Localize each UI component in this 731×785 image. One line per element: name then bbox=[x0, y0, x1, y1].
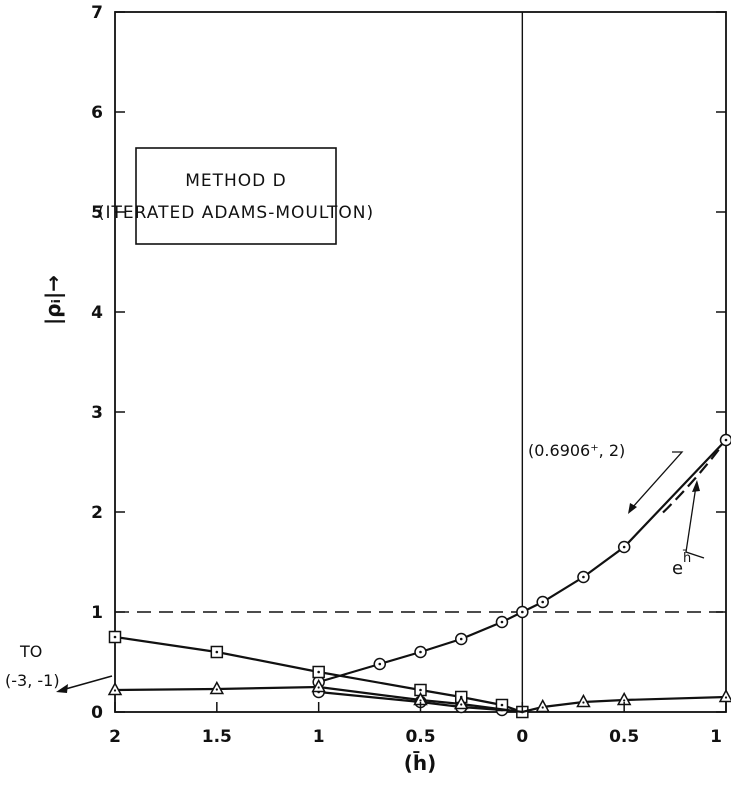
arrow-text-line2: (-3, -1) bbox=[5, 671, 60, 690]
reference-lines bbox=[115, 12, 726, 712]
x-tick-label-left-1.5: 1.5 bbox=[202, 727, 232, 747]
x-tick-label-left-2: 2 bbox=[109, 727, 121, 747]
series-4-point-4-dot bbox=[419, 699, 422, 702]
x-axis-label: (h̄) bbox=[404, 751, 437, 775]
series-4-point-1 bbox=[107, 681, 123, 696]
series-3-point-3-dot bbox=[317, 670, 320, 674]
y-tick-label-6: 6 bbox=[91, 103, 103, 123]
series-2-point-4 bbox=[454, 632, 468, 646]
arrow-text-line1: TO bbox=[19, 642, 42, 661]
point-annotation: (0.6906⁺, 2) bbox=[528, 441, 684, 514]
series-4-line bbox=[114, 685, 727, 714]
series-layer bbox=[107, 433, 731, 719]
series-2-point-10-dot bbox=[724, 438, 728, 442]
series-4-point-1-dot bbox=[113, 689, 117, 692]
series-2-point-8-dot bbox=[582, 575, 585, 579]
series-4-point-10-tri bbox=[718, 688, 731, 703]
series-3-point-1-dot bbox=[113, 635, 117, 639]
exp-label: e bbox=[672, 558, 683, 579]
series-2-point-6-dot bbox=[521, 610, 524, 614]
series-4-point-2-dot bbox=[215, 688, 218, 691]
method-box-subtitle: (ITERATED ADAMS-MOULTON) bbox=[98, 203, 374, 223]
exp-superscript: h̄ bbox=[682, 551, 691, 566]
series-2-point-4-dot bbox=[459, 637, 463, 641]
series-2-line bbox=[318, 439, 727, 684]
method-box-title: METHOD D bbox=[185, 171, 287, 191]
series-2-point-5 bbox=[495, 615, 509, 629]
series-4-point-7-dot bbox=[541, 706, 544, 709]
series-4-point-5 bbox=[453, 695, 469, 710]
y-axis-label: |ρᵢ|→ bbox=[41, 275, 65, 325]
series-3-point-4-dot bbox=[419, 688, 422, 692]
y-tick-label-2: 2 bbox=[91, 503, 103, 523]
method-box: METHOD D (ITERATED ADAMS-MOULTON) bbox=[98, 147, 374, 245]
series-4-point-8-tri bbox=[576, 693, 591, 708]
series-3-point-6 bbox=[495, 698, 509, 712]
series-4-point-5-dot bbox=[460, 703, 463, 706]
series-2-point-7-dot bbox=[541, 600, 544, 604]
series-4-point-8-dot bbox=[582, 701, 585, 704]
series-4-point-3-dot bbox=[317, 686, 320, 689]
series-3-point-2-dot bbox=[215, 650, 219, 654]
series-3-point-3 bbox=[312, 665, 325, 679]
y-tick-label-5: 5 bbox=[91, 203, 103, 223]
x-tick-label-left-1: 1 bbox=[313, 727, 325, 747]
y-tick-label-4: 4 bbox=[91, 303, 103, 323]
series-4-point-5-tri bbox=[453, 695, 469, 710]
x-tick-label-left-0.5: 0.5 bbox=[405, 727, 435, 747]
series-4 bbox=[107, 678, 731, 714]
series-3-point-1 bbox=[108, 630, 122, 644]
exp-annotation: e h̄ bbox=[672, 480, 705, 579]
series-2-point-10 bbox=[719, 433, 731, 447]
arrow-line bbox=[61, 675, 113, 691]
series-4-point-1-tri bbox=[107, 681, 123, 696]
series-2-point-3-dot bbox=[419, 650, 422, 654]
y-tick-label-1: 1 bbox=[91, 603, 103, 623]
series-2-point-9 bbox=[617, 540, 631, 554]
x-tick-label-right-1: 1 bbox=[710, 727, 722, 747]
exp-leader bbox=[685, 485, 705, 559]
series-4-point-7-tri bbox=[535, 698, 550, 713]
series-4-point-7 bbox=[535, 698, 550, 713]
series-4-point-9-dot bbox=[623, 699, 626, 702]
y-tick-label-7: 7 bbox=[91, 3, 103, 23]
series-4-point-3-tri bbox=[311, 678, 326, 693]
exp-arrowhead bbox=[692, 480, 700, 492]
series-4-point-2 bbox=[209, 680, 225, 695]
plot-frame bbox=[114, 11, 727, 713]
y-axis-label-text: |ρᵢ|→ bbox=[41, 275, 65, 325]
series-4-point-10-dot bbox=[724, 696, 728, 699]
series-3-point-6-dot bbox=[500, 703, 504, 707]
series-3-point-2 bbox=[210, 645, 224, 659]
tick-layer: 0 1 2 3 4 5 6 7 2 1.5 1 0.5 0 0.5 1 bbox=[91, 3, 727, 747]
point-annotation-leader bbox=[631, 451, 684, 509]
arrow-to-annotation: TO (-3, -1) bbox=[5, 642, 113, 693]
series-2-point-2-dot bbox=[378, 662, 382, 666]
series-4-point-8 bbox=[576, 693, 591, 708]
arrow-head bbox=[56, 684, 68, 693]
series-2-point-5-dot bbox=[500, 620, 504, 624]
series-1-line bbox=[318, 690, 503, 712]
point-annotation-arrowhead bbox=[628, 503, 637, 514]
y-tick-label-3: 3 bbox=[91, 403, 103, 423]
series-2-point-2 bbox=[373, 657, 387, 671]
series-2-point-7 bbox=[536, 595, 549, 609]
x-tick-label-left-0: 0 bbox=[516, 727, 528, 747]
series-2-point-6 bbox=[516, 605, 529, 619]
y-tick-label-0: 0 bbox=[91, 703, 103, 723]
series-2-point-8 bbox=[577, 570, 590, 584]
x-tick-label-right-0.5: 0.5 bbox=[609, 727, 639, 747]
series-4-point-3 bbox=[311, 678, 326, 693]
series-2-point-9-dot bbox=[622, 545, 626, 549]
series-4-point-2-tri bbox=[209, 680, 225, 695]
method-box-frame bbox=[135, 147, 337, 245]
exp-dashed-curve bbox=[662, 442, 725, 514]
point-annotation-text: (0.6906⁺, 2) bbox=[528, 441, 625, 460]
series-4-point-10 bbox=[718, 688, 731, 703]
series-2-point-3 bbox=[414, 645, 427, 659]
plot-border bbox=[114, 11, 727, 713]
